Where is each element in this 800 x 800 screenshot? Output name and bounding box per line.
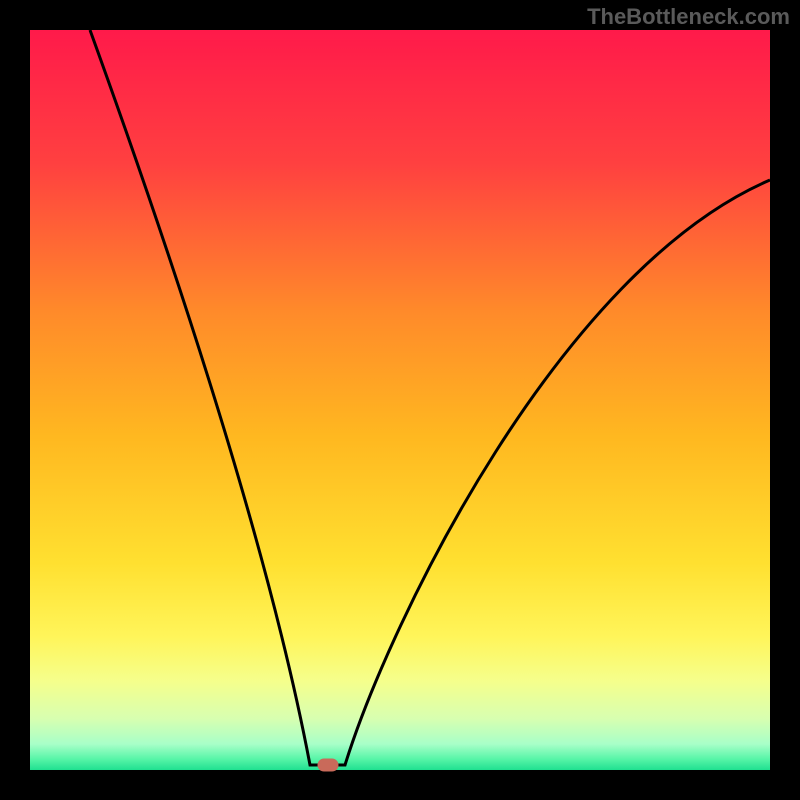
optimal-point-marker (318, 759, 338, 771)
chart-container: TheBottleneck.com (0, 0, 800, 800)
chart-svg (0, 0, 800, 800)
chart-plot-area (30, 30, 770, 770)
